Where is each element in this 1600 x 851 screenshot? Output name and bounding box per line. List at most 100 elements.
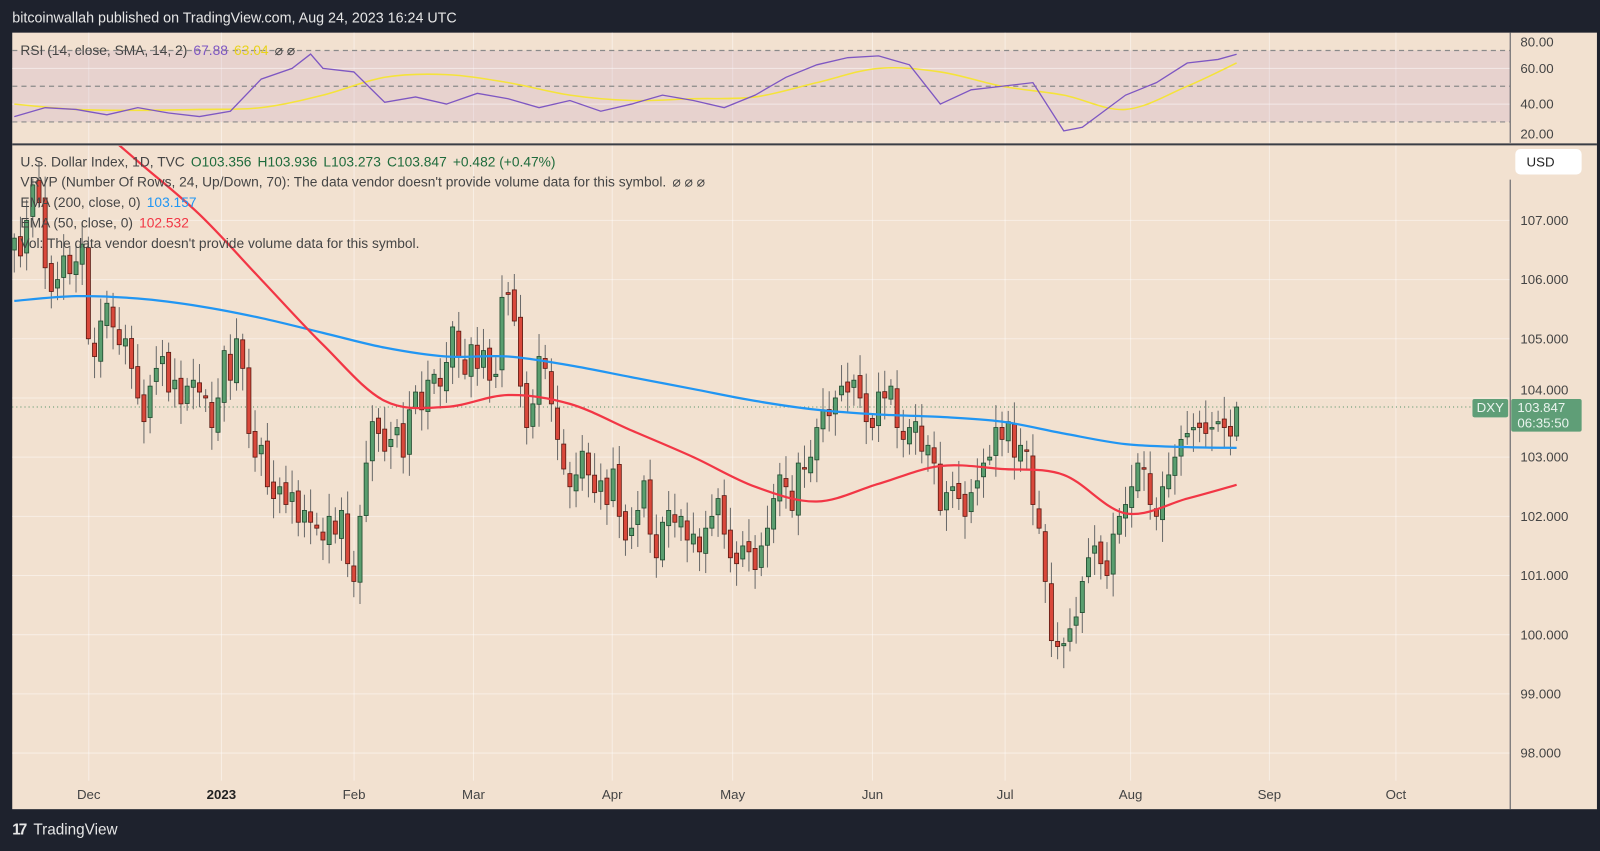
candle <box>635 490 641 547</box>
candle-body <box>542 358 548 369</box>
candle <box>1153 497 1159 531</box>
candle <box>727 507 733 573</box>
candle-body <box>320 531 326 541</box>
candle <box>585 442 591 498</box>
candle-body <box>635 509 641 525</box>
candle-body <box>876 391 882 427</box>
candle <box>320 517 326 561</box>
candle-body <box>974 480 980 489</box>
candle-body <box>1086 557 1091 578</box>
candle-body <box>802 467 807 470</box>
candle-body <box>221 350 227 403</box>
candle-body <box>394 427 400 436</box>
candle <box>332 507 338 544</box>
currency-button[interactable]: USD <box>1515 148 1582 175</box>
candle-body <box>561 443 567 470</box>
candle-body <box>956 482 962 499</box>
tradingview-logo[interactable]: 17 TradingView <box>12 821 117 838</box>
rsi-legend[interactable]: RSI (14, close, SMA, 14, 2) 67.88 63.04 ⌀ ⌀ <box>20 43 301 59</box>
price-tick-label: 102.000 <box>1520 508 1569 524</box>
candle-body <box>505 292 511 295</box>
candle-body <box>252 431 258 458</box>
candle-body <box>190 379 196 388</box>
candle-body <box>351 565 357 582</box>
candle-body <box>1234 406 1240 437</box>
candle <box>227 334 233 400</box>
price-tick-label: 100.000 <box>1520 627 1569 643</box>
tradingview-logo-icon: 17 <box>12 821 27 839</box>
candle <box>1005 410 1011 453</box>
candle <box>425 360 431 430</box>
candle-body <box>764 527 770 546</box>
candle <box>857 355 863 409</box>
candle <box>1141 451 1147 491</box>
ema50-legend[interactable]: EMA (50, close, 0) 102.532 <box>20 215 195 230</box>
vrvp-hidden-icons[interactable]: ⌀ ⌀ ⌀ <box>672 174 705 190</box>
candle-body <box>450 326 456 368</box>
candle-body <box>727 529 733 559</box>
candle <box>301 494 307 538</box>
candle <box>808 439 814 483</box>
candle-body <box>79 243 85 265</box>
candle-body <box>172 379 178 390</box>
candle-body <box>981 462 986 478</box>
candle-body <box>227 353 233 381</box>
candle <box>481 328 486 379</box>
candle-body <box>690 533 696 545</box>
ema200-legend[interactable]: EMA (200, close, 0) 103.157 <box>20 195 202 210</box>
candle <box>684 502 690 563</box>
candle-body <box>894 388 900 428</box>
candle-body <box>308 511 314 523</box>
candle <box>1172 444 1178 495</box>
vrvp-legend[interactable]: VRVP (Number Of Rows, 24, Up/Down, 70): … <box>20 174 711 190</box>
candle <box>351 550 357 598</box>
candle <box>147 374 153 434</box>
chart-panel[interactable] <box>12 32 1597 810</box>
time-tick-label: Oct <box>1385 786 1407 803</box>
candle <box>1203 400 1209 449</box>
candle <box>1048 562 1054 658</box>
candle <box>993 405 999 477</box>
candle-body <box>826 409 832 417</box>
candle-body <box>345 513 351 565</box>
symbol-legend[interactable]: U.S. Dollar Index, 1D, TVC O103.356 H103.9… <box>20 154 561 169</box>
candle-body <box>1104 560 1110 576</box>
candle-body <box>1042 531 1048 582</box>
candle <box>12 233 17 273</box>
candle <box>499 275 505 388</box>
candle <box>641 475 647 518</box>
candle-body <box>721 495 727 535</box>
candle-body <box>925 444 931 456</box>
volume-legend[interactable]: Vol: The data vendor doesn't provide vol… <box>20 236 425 251</box>
publish-info: bitcoinwallah published on TradingView.c… <box>12 9 457 26</box>
candle-body <box>67 254 73 275</box>
candle <box>561 429 567 475</box>
rsi-hidden-icons[interactable]: ⌀ ⌀ <box>274 42 296 59</box>
candle <box>30 178 36 238</box>
candle <box>1055 622 1061 660</box>
candle-body <box>660 521 665 561</box>
candle <box>166 342 172 402</box>
candle <box>295 480 301 537</box>
symbol-price-tag: DXY <box>1472 398 1509 418</box>
candle-body <box>55 279 60 289</box>
candle <box>406 391 412 476</box>
candle-body <box>666 509 672 527</box>
candle-body <box>271 481 277 499</box>
candle-body <box>24 219 30 254</box>
candle-body <box>1079 581 1085 613</box>
candle-body <box>234 338 239 384</box>
candle <box>1092 525 1098 575</box>
candle <box>666 491 672 548</box>
candle <box>271 460 277 519</box>
candle <box>197 364 202 408</box>
candle <box>919 404 925 464</box>
candle-body <box>61 255 67 278</box>
candle-body <box>1110 533 1116 575</box>
candle-body <box>332 520 338 535</box>
candle-body <box>851 379 857 388</box>
main-plot <box>12 145 1511 669</box>
candle <box>555 385 560 461</box>
candle <box>913 404 919 455</box>
